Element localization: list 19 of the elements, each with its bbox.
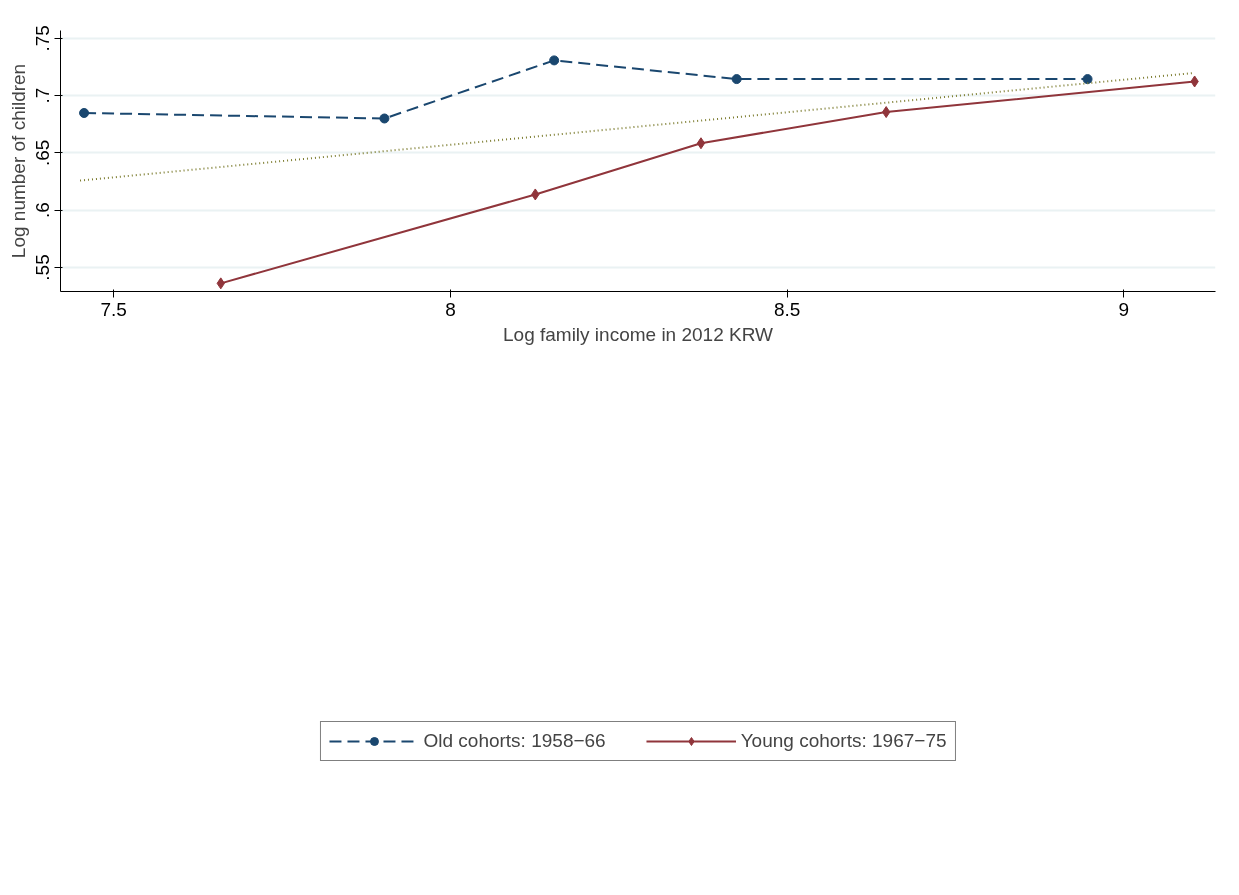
y-tick-label: .55 xyxy=(32,254,54,281)
point xyxy=(549,55,560,66)
point xyxy=(79,108,90,118)
point xyxy=(731,74,742,85)
legend-label: Young cohorts: 1967−75 xyxy=(740,729,947,752)
y-axis-title: Log number of children xyxy=(7,63,29,259)
y-tick-label: .7 xyxy=(32,87,54,104)
x-tick-label: 7.5 xyxy=(100,298,127,320)
x-tick-label: 8 xyxy=(445,298,456,320)
point xyxy=(379,113,390,124)
x-tick-label: 8.5 xyxy=(773,298,801,320)
point xyxy=(1082,74,1093,85)
y-tick-label: .65 xyxy=(32,139,54,167)
y-tick-label: .75 xyxy=(32,25,54,52)
point xyxy=(696,137,706,150)
legend-label: Old cohorts: 1958−66 xyxy=(423,729,606,752)
y-tick-label: .6 xyxy=(32,202,54,219)
x-axis-title: Log family income in 2012 KRW xyxy=(503,323,774,345)
x-tick-label: 9 xyxy=(1118,298,1130,320)
